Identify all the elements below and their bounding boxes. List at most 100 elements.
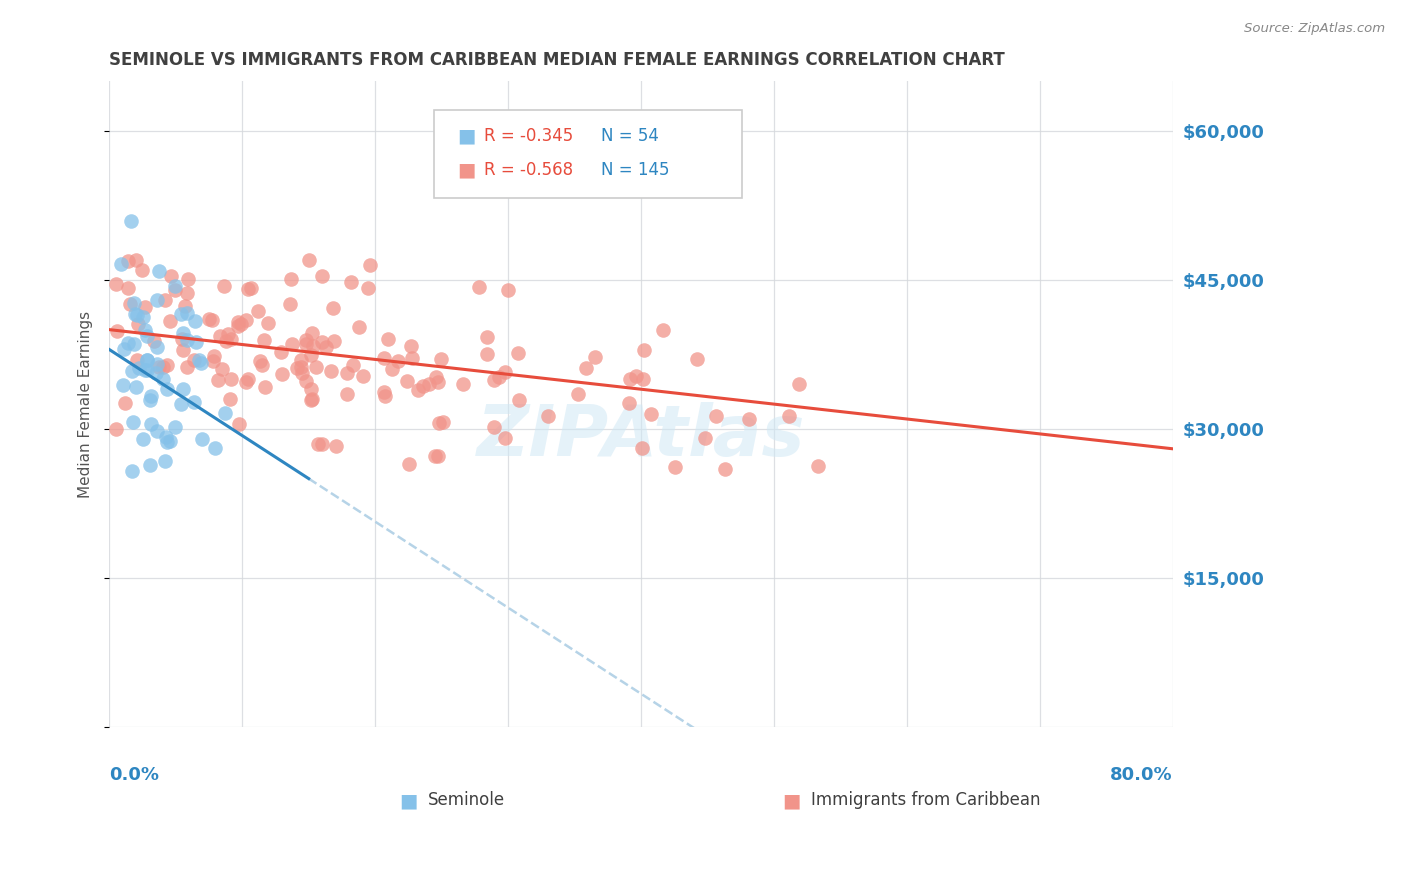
Point <box>315 340 337 354</box>
Point <box>418 377 440 392</box>
Point <box>494 431 516 445</box>
Point <box>323 334 346 349</box>
Point <box>290 352 312 367</box>
Point <box>340 275 363 289</box>
Point <box>139 458 162 472</box>
Text: Immigrants from Caribbean: Immigrants from Caribbean <box>811 791 1040 809</box>
Text: 80.0%: 80.0% <box>1111 765 1173 783</box>
Point <box>247 304 270 318</box>
Point <box>453 376 475 391</box>
Point <box>398 457 420 471</box>
Point <box>143 334 166 348</box>
Point <box>537 409 560 423</box>
Text: ■: ■ <box>457 161 475 179</box>
Point <box>183 395 205 409</box>
Point <box>176 359 198 374</box>
Point <box>617 396 640 410</box>
Point <box>169 306 191 320</box>
Point <box>256 316 278 330</box>
Point <box>686 351 709 366</box>
Point <box>432 415 454 429</box>
Point <box>136 353 159 368</box>
Text: R = -0.345: R = -0.345 <box>484 128 572 145</box>
Point <box>146 424 169 438</box>
Point <box>135 328 157 343</box>
Text: SEMINOLE VS IMMIGRANTS FROM CARIBBEAN MEDIAN FEMALE EARNINGS CORRELATION CHART: SEMINOLE VS IMMIGRANTS FROM CARIBBEAN ME… <box>110 51 1005 69</box>
Point <box>294 334 316 348</box>
Point <box>155 454 177 468</box>
Point <box>208 329 231 343</box>
Point <box>176 333 198 347</box>
Point <box>112 342 135 356</box>
Point <box>198 311 221 326</box>
Point <box>401 351 423 365</box>
Point <box>134 323 156 337</box>
Point <box>496 283 519 297</box>
Point <box>127 317 149 331</box>
Point <box>236 282 259 296</box>
Point <box>626 368 648 383</box>
Point <box>291 366 314 380</box>
Point <box>298 253 321 268</box>
Point <box>135 363 157 377</box>
Text: ■: ■ <box>782 791 800 811</box>
Point <box>139 393 162 408</box>
Point <box>325 439 347 453</box>
Point <box>121 364 143 378</box>
Point <box>494 365 516 379</box>
Point <box>105 277 128 291</box>
Point <box>305 360 328 375</box>
Text: Seminole: Seminole <box>429 791 505 809</box>
Text: Source: ZipAtlas.com: Source: ZipAtlas.com <box>1244 22 1385 36</box>
Point <box>377 332 399 346</box>
Point <box>373 384 395 399</box>
Point <box>153 293 176 307</box>
Point <box>482 373 505 387</box>
Point <box>112 378 135 392</box>
Point <box>271 367 294 381</box>
Point <box>387 354 409 368</box>
Point <box>159 434 181 449</box>
Point <box>336 366 359 380</box>
Point <box>253 380 276 394</box>
Point <box>301 393 323 408</box>
Point <box>121 464 143 478</box>
Point <box>134 363 156 377</box>
Point <box>619 372 641 386</box>
Point <box>738 411 761 425</box>
Point <box>218 392 240 406</box>
Point <box>295 375 318 389</box>
Point <box>207 374 229 388</box>
Point <box>114 396 136 410</box>
Point <box>475 330 498 344</box>
Point <box>187 353 209 368</box>
Point <box>170 332 193 346</box>
Y-axis label: Median Female Earnings: Median Female Earnings <box>79 310 93 498</box>
Point <box>301 339 323 353</box>
Point <box>183 352 205 367</box>
Point <box>374 389 396 403</box>
Point <box>190 356 212 370</box>
Point <box>125 352 148 367</box>
Point <box>285 361 308 376</box>
Point <box>664 459 686 474</box>
Point <box>176 306 198 320</box>
Point <box>145 367 167 381</box>
Point <box>270 345 292 359</box>
Point <box>148 264 170 278</box>
Point <box>319 364 342 378</box>
Point <box>239 281 262 295</box>
Point <box>172 382 194 396</box>
Point <box>249 354 271 368</box>
Point <box>506 346 529 360</box>
Point <box>120 213 142 227</box>
Point <box>426 449 449 463</box>
Point <box>131 433 153 447</box>
Point <box>148 359 170 374</box>
Point <box>132 310 155 325</box>
Point <box>124 307 146 321</box>
Point <box>201 312 224 326</box>
Point <box>215 334 238 348</box>
Text: N = 145: N = 145 <box>600 161 669 178</box>
Point <box>134 300 156 314</box>
